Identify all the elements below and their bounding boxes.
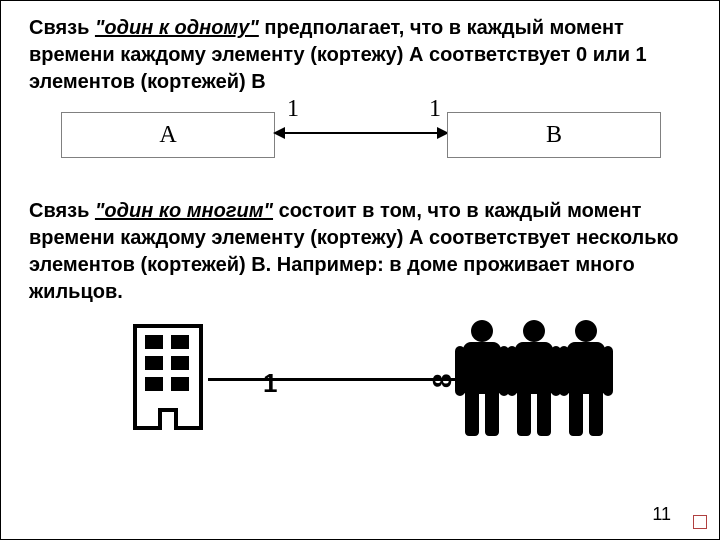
people-group: [457, 320, 611, 436]
p2-italic: "один ко многим": [95, 200, 273, 222]
p2-lead: Связь: [29, 200, 95, 222]
p1-italic: "один к одному": [95, 17, 259, 39]
multiplicity-right: 1: [429, 96, 441, 123]
entity-box-b: В: [447, 112, 661, 158]
multiplicity-left-2: 1: [263, 368, 277, 399]
person-icon: [561, 320, 611, 436]
multiplicity-left: 1: [287, 96, 299, 123]
diagram-one-to-many: 1 8: [25, 320, 695, 450]
entity-box-a: А: [61, 112, 275, 158]
building-icon: [133, 324, 203, 430]
paragraph-one-to-many: Связь "один ко многим" состоит в том, чт…: [1, 184, 719, 308]
relation-line: [208, 378, 456, 381]
diagram-one-to-one: А 1 1 В: [25, 102, 695, 166]
p1-lead: Связь: [29, 17, 95, 39]
corner-marker-icon: [693, 515, 707, 529]
person-icon: [457, 320, 507, 436]
person-icon: [509, 320, 559, 436]
multiplicity-right-2: 8: [427, 374, 458, 388]
page-number: 11: [652, 504, 671, 525]
paragraph-one-to-one: Связь "один к одному" предполагает, что …: [1, 1, 719, 98]
double-arrow: [275, 132, 447, 134]
